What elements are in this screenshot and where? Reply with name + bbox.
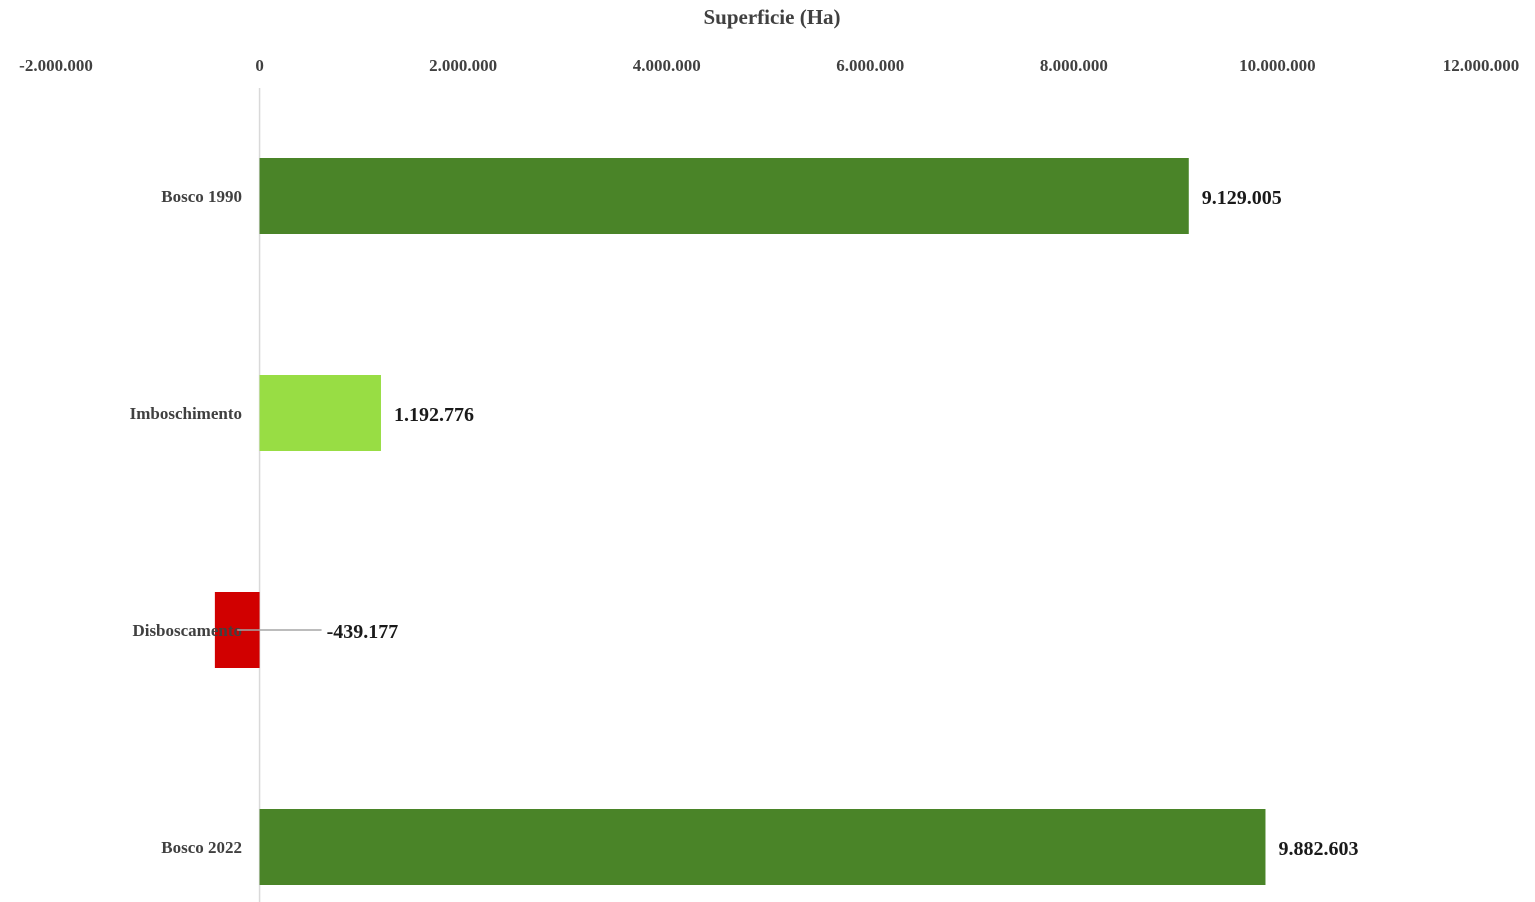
bars-group (214, 158, 1266, 885)
category-label: Imboschimento (130, 404, 242, 423)
category-label: Disboscamento (132, 621, 242, 640)
x-tick-label: 2.000.000 (429, 56, 497, 75)
data-label: 9.129.005 (1202, 187, 1282, 209)
category-label: Bosco 2022 (161, 838, 242, 857)
data-label: 9.882.603 (1278, 838, 1358, 860)
x-tick-label: 6.000.000 (836, 56, 904, 75)
category-label: Bosco 1990 (161, 187, 242, 206)
x-tick-label: 12.000.000 (1443, 56, 1520, 75)
data-labels: 9.129.005 1.192.776 -439.177 9.882.603 (237, 187, 1358, 860)
x-tick-label: 4.000.000 (633, 56, 701, 75)
bar (259, 158, 1189, 234)
x-tick-label: 8.000.000 (1040, 56, 1108, 75)
x-tick-label: -2.000.000 (19, 56, 93, 75)
x-tick-label: 0 (255, 56, 264, 75)
data-label: 1.192.776 (394, 404, 474, 426)
category-labels: Bosco 1990 Imboschimento Disboscamento Bosc… (130, 187, 242, 857)
x-axis-ticks: -2.000.000 0 2.000.000 4.000.000 6.000.000 8.… (19, 56, 1519, 75)
x-tick-label: 10.000.000 (1239, 56, 1316, 75)
data-label: -439.177 (327, 621, 399, 643)
x-axis-title: Superficie (Ha) (703, 5, 840, 29)
bar (259, 809, 1266, 885)
bar (259, 375, 381, 451)
